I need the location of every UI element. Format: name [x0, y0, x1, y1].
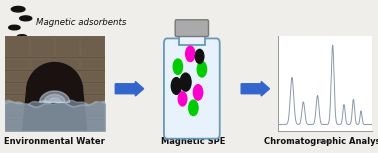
Bar — [80, 71, 104, 81]
Circle shape — [195, 49, 204, 63]
Text: Environmental Water: Environmental Water — [4, 137, 104, 146]
FancyBboxPatch shape — [164, 38, 220, 139]
Bar — [5, 108, 29, 118]
Bar — [80, 36, 104, 56]
FancyBboxPatch shape — [175, 20, 209, 37]
Circle shape — [11, 6, 25, 12]
Bar — [30, 71, 54, 81]
Bar — [5, 58, 29, 69]
Bar — [55, 36, 79, 56]
Bar — [80, 120, 104, 130]
Circle shape — [194, 85, 203, 100]
Circle shape — [178, 92, 187, 106]
Bar — [5, 95, 29, 106]
Circle shape — [20, 16, 32, 21]
Text: Chromatographic Analysis: Chromatographic Analysis — [263, 137, 378, 146]
Text: Time: Time — [318, 139, 333, 144]
Circle shape — [171, 78, 181, 94]
Circle shape — [186, 46, 195, 62]
Bar — [5, 120, 29, 130]
Text: Magnetic SPE: Magnetic SPE — [161, 137, 225, 146]
Circle shape — [197, 62, 206, 77]
Bar — [55, 83, 79, 93]
Bar — [55, 95, 79, 106]
Bar — [80, 58, 104, 69]
Bar — [30, 83, 54, 93]
Polygon shape — [49, 98, 60, 102]
Bar — [55, 108, 79, 118]
Bar — [55, 120, 79, 130]
Polygon shape — [40, 91, 70, 102]
Circle shape — [9, 25, 20, 30]
Bar — [80, 108, 104, 118]
Text: Magnetic adsorbents: Magnetic adsorbents — [36, 18, 126, 27]
Bar — [5, 83, 29, 93]
Circle shape — [17, 35, 27, 39]
Bar — [80, 95, 104, 106]
Bar — [80, 83, 104, 93]
Bar — [5, 71, 29, 81]
FancyArrow shape — [115, 81, 144, 96]
Bar — [30, 95, 54, 106]
Bar — [5, 36, 29, 56]
Bar — [30, 120, 54, 130]
Circle shape — [173, 59, 183, 74]
Circle shape — [180, 73, 191, 91]
Bar — [30, 36, 54, 56]
Bar — [55, 71, 79, 81]
Bar — [30, 58, 54, 69]
Bar — [55, 58, 79, 69]
Bar — [179, 33, 205, 45]
FancyArrow shape — [241, 81, 270, 96]
Polygon shape — [23, 63, 87, 131]
Bar — [30, 108, 54, 118]
Circle shape — [189, 100, 198, 116]
Polygon shape — [44, 94, 65, 102]
